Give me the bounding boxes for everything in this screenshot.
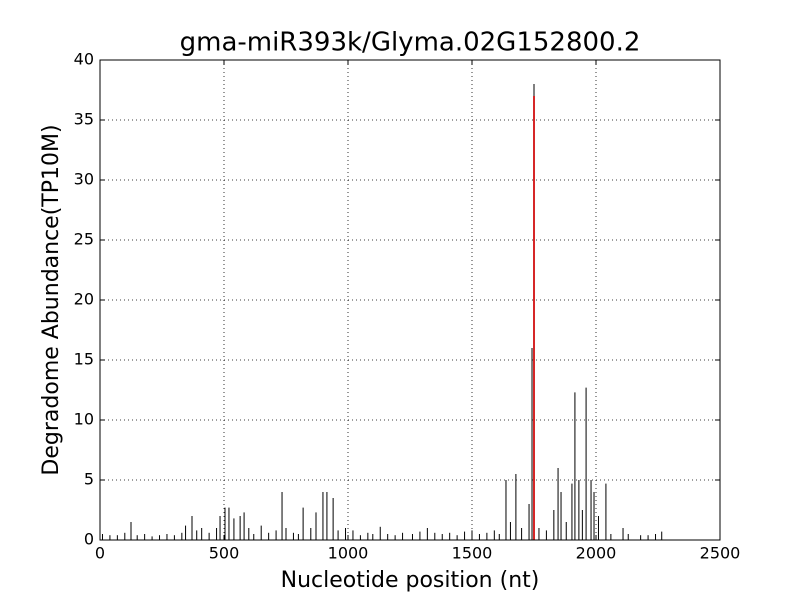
y-tick-label: 10 (74, 410, 94, 429)
y-tick-label: 0 (84, 530, 94, 549)
x-tick-label: 2500 (700, 544, 741, 563)
y-axis-label: Degradome Abundance(TP10M) (39, 124, 64, 475)
plot-frame (99, 59, 721, 541)
y-tick-label: 35 (74, 110, 94, 129)
y-tick-label: 5 (84, 470, 94, 489)
x-tick-label: 1000 (328, 544, 369, 563)
y-tick-label: 15 (74, 350, 94, 369)
x-tick-label: 500 (209, 544, 240, 563)
x-tick-label: 0 (95, 544, 105, 563)
y-tick-label: 20 (74, 290, 94, 309)
y-tick-label: 40 (74, 50, 94, 69)
x-tick-label: 2000 (576, 544, 617, 563)
x-axis-label: Nucleotide position (nt) (281, 568, 540, 593)
y-tick-label: 25 (74, 230, 94, 249)
chart-title: gma-miR393k/Glyma.02G152800.2 (180, 28, 641, 58)
x-tick-label: 1500 (452, 544, 493, 563)
y-tick-label: 30 (74, 170, 94, 189)
